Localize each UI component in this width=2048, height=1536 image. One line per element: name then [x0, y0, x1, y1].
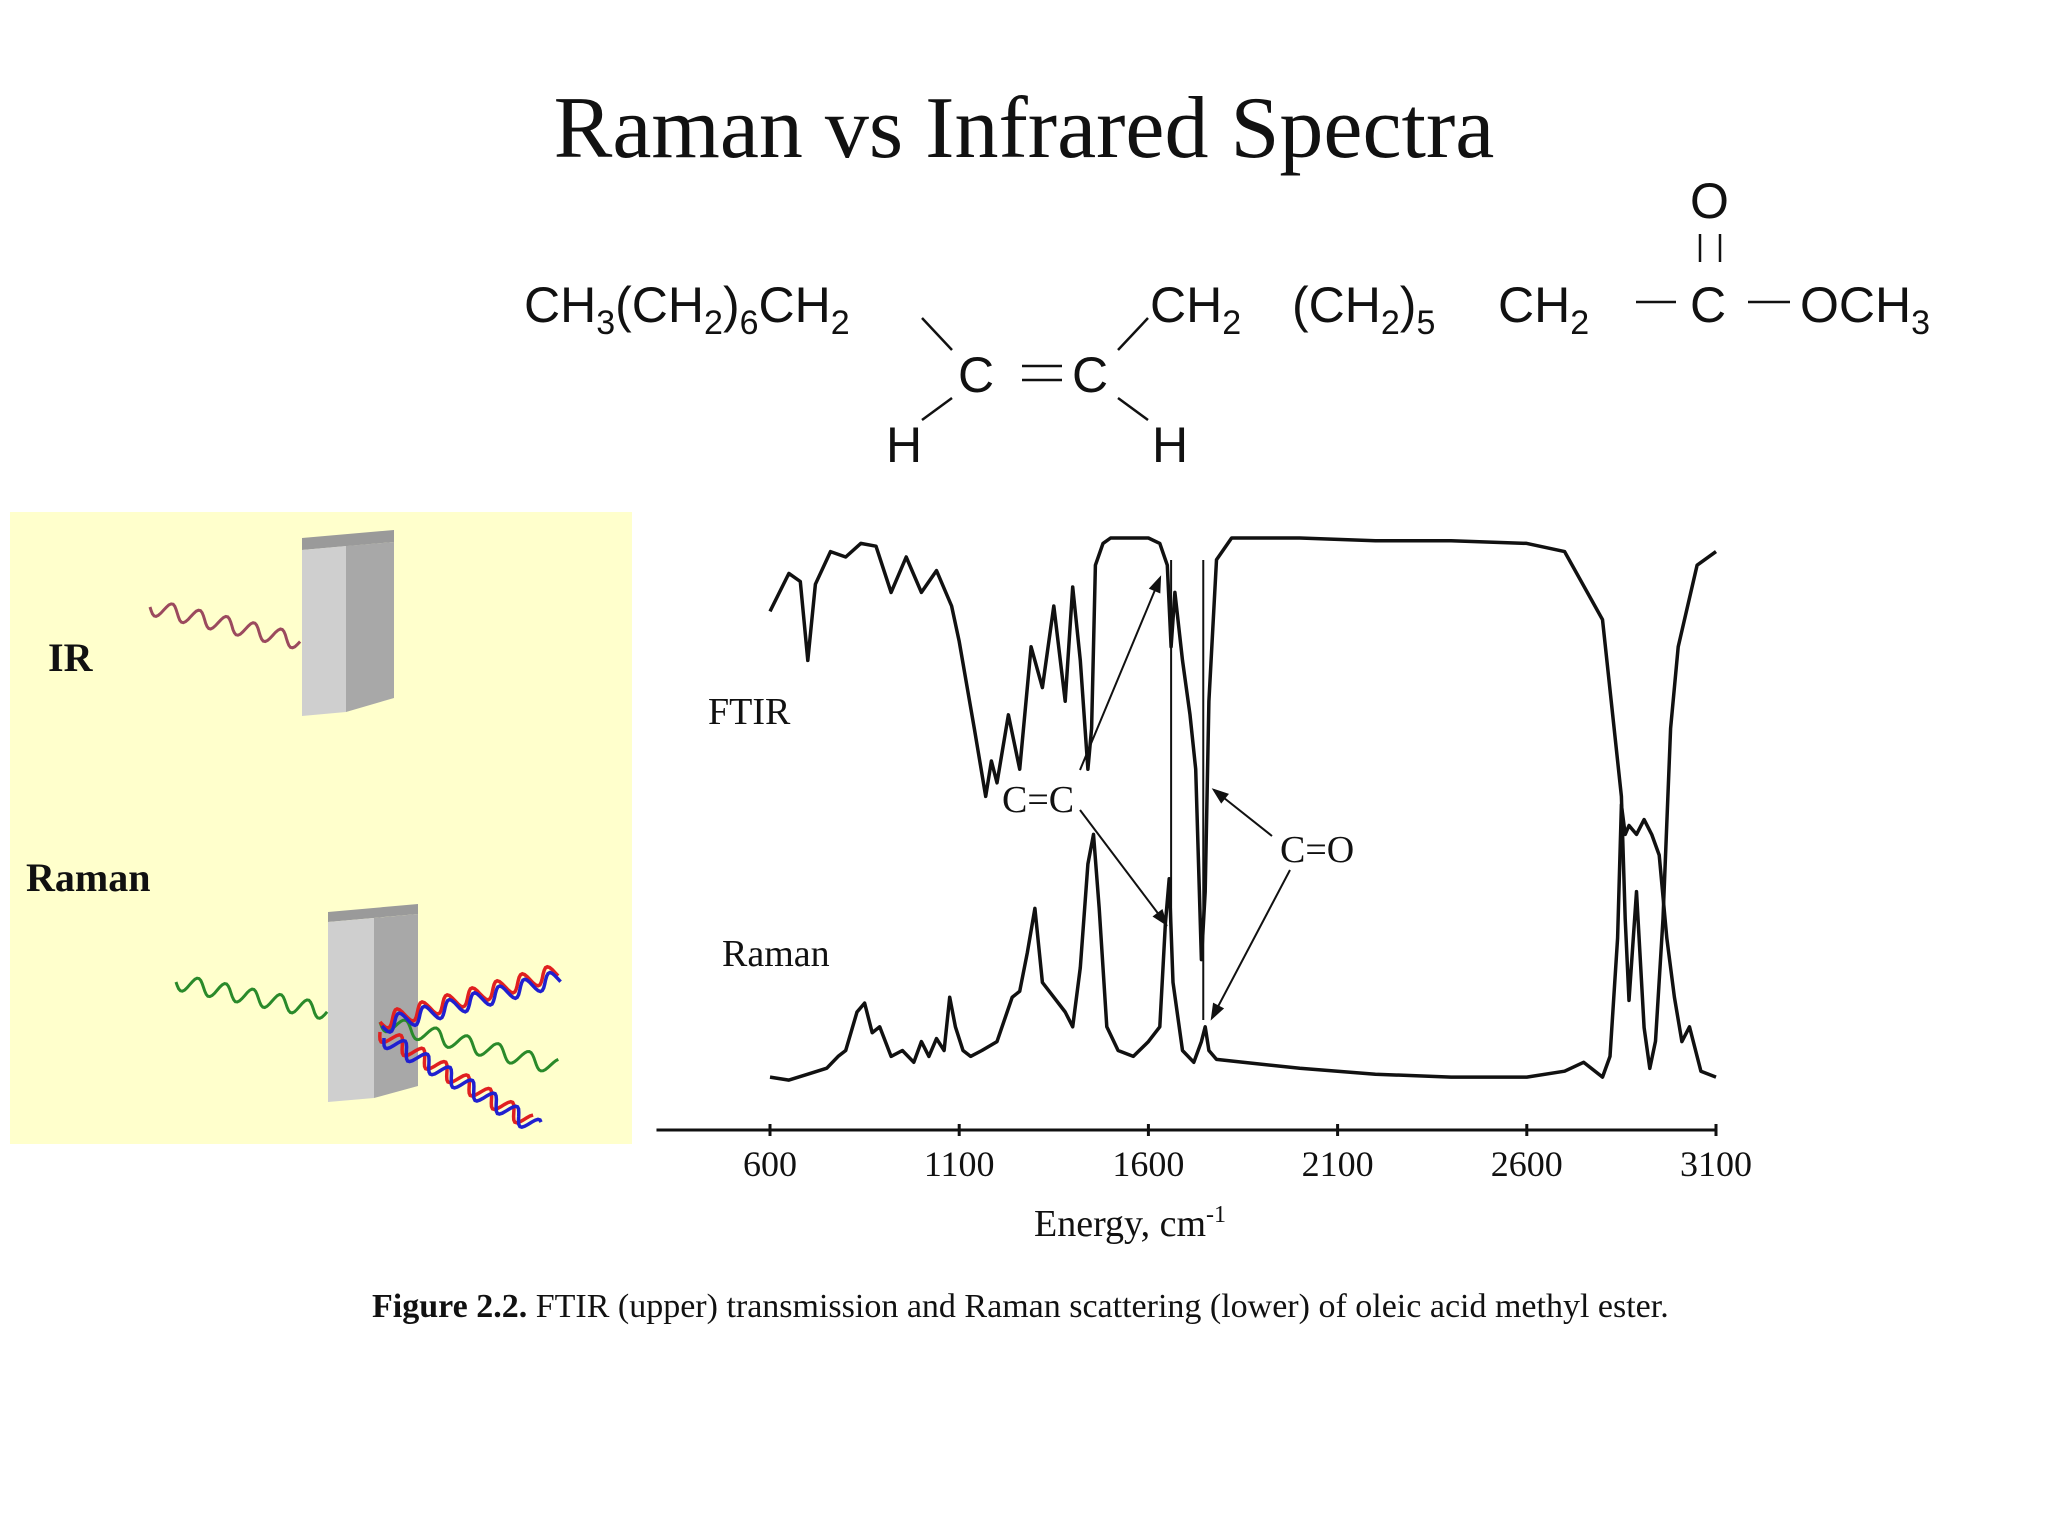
- hydrogen-right: H: [1152, 417, 1188, 473]
- raman-label: Raman: [26, 855, 151, 900]
- cc-arrow-to-raman-head: [1152, 908, 1168, 927]
- x-tick-label-600: 600: [743, 1144, 797, 1184]
- figure-caption: Figure 2.2. FTIR (upper) transmission an…: [372, 1288, 1669, 1326]
- cc-arrow-to-ftir-head: [1148, 575, 1162, 594]
- raman-sample-block-front: [328, 918, 374, 1102]
- raman-scattered-green-wave: [378, 1018, 559, 1073]
- ester-methoxy: OCH3: [1800, 277, 1930, 342]
- raman-scattered-blue-wave-2: [382, 1037, 543, 1130]
- bond-right-ch2-to-c: [1117, 317, 1149, 351]
- raman-series-label: Raman: [722, 933, 830, 975]
- molecule-right-group-2: (CH2)5: [1292, 277, 1435, 342]
- bond-c-to-h-left: [921, 396, 953, 422]
- ftir-spectrum-line: [768, 536, 1718, 1071]
- hydrogen-left: H: [886, 417, 922, 473]
- co-annotation-label: C=O: [1280, 829, 1354, 871]
- x-tick-label-3100: 3100: [1680, 1144, 1752, 1184]
- ir-sample-block-top: [302, 530, 394, 550]
- x-tick-label-1600: 1600: [1112, 1144, 1184, 1184]
- alkene-carbon-left: C: [958, 347, 994, 403]
- raman-spectrum-line: [769, 803, 1717, 1082]
- ir-sample-block-side: [346, 542, 394, 712]
- bond-c-to-h-right: [1117, 396, 1149, 422]
- x-tick-label-1100: 1100: [924, 1144, 995, 1184]
- raman-incident-wave: [174, 976, 329, 1020]
- co-arrow-to-raman-head: [1210, 1002, 1225, 1021]
- raman-sample-block-top: [328, 904, 418, 922]
- alkene-carbon-right: C: [1072, 347, 1108, 403]
- ftir-series-label: FTIR: [708, 691, 791, 733]
- ir-sample-block-front: [302, 546, 346, 716]
- x-axis-label: Energy, cm-1: [1034, 1202, 1226, 1245]
- carbonyl-oxygen: O: [1690, 173, 1729, 229]
- molecule-structure: CH3(CH2)6CH2 C C H H CH2 (CH2)5 CH2 C O …: [524, 173, 1930, 473]
- ir-label: IR: [48, 635, 93, 680]
- molecule-left-group: CH3(CH2)6CH2: [524, 277, 850, 342]
- molecule-right-group-3: CH2: [1498, 277, 1589, 342]
- raman-scattered-blue-wave-1: [380, 970, 562, 1035]
- x-axis: [656, 1124, 1718, 1136]
- illustration-graphics: [148, 530, 562, 1130]
- caption-text: FTIR (upper) transmission and Raman scat…: [527, 1288, 1669, 1325]
- co-arrow-to-raman: [1211, 869, 1291, 1019]
- carbonyl-carbon: C: [1690, 277, 1726, 333]
- molecule-right-group-1: CH2: [1150, 277, 1241, 342]
- ir-wave: [148, 602, 302, 650]
- cc-annotation-label: C=C: [1002, 779, 1074, 821]
- raman-scattered-red-wave-1: [378, 964, 560, 1030]
- cc-arrow-to-raman: [1079, 809, 1167, 925]
- x-tick-label-2600: 2600: [1491, 1144, 1563, 1184]
- slide-title: Raman vs Infrared Spectra: [553, 80, 1495, 177]
- co-arrow-to-ftir-head: [1211, 788, 1229, 804]
- cc-arrow-to-ftir: [1079, 577, 1161, 771]
- ir-raman-illustration: IR Raman: [10, 512, 632, 1144]
- x-tick-label-2100: 2100: [1302, 1144, 1374, 1184]
- bond-left-ch2-to-c: [921, 317, 953, 351]
- caption-label: Figure 2.2.: [372, 1288, 528, 1325]
